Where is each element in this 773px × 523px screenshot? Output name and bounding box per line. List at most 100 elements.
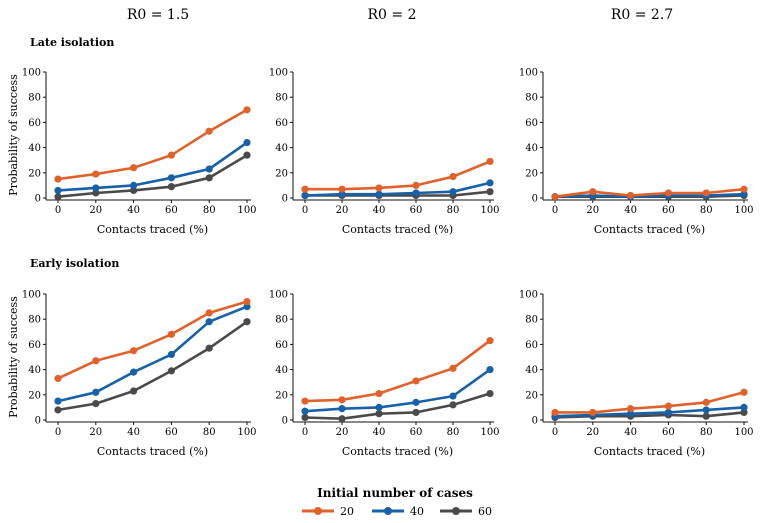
data-point-60 bbox=[54, 193, 62, 201]
y-axis-label-late: Probability of success bbox=[7, 74, 20, 196]
data-point-40 bbox=[301, 191, 309, 200]
y-tick-label: 80 bbox=[28, 93, 41, 104]
data-point-40 bbox=[338, 405, 346, 413]
x-axis-label: Contacts traced (%) bbox=[342, 223, 453, 236]
x-tick-label: 20 bbox=[89, 427, 102, 438]
data-point-20 bbox=[486, 337, 494, 345]
data-point-40 bbox=[130, 368, 138, 376]
data-point-40 bbox=[375, 403, 383, 411]
data-point-40 bbox=[54, 397, 62, 405]
x-tick-label: 20 bbox=[89, 205, 102, 216]
x-tick-label: 40 bbox=[624, 427, 637, 438]
data-point-20 bbox=[551, 193, 559, 201]
panels: 0 20 40 60 80 100 0 20 40 60 80 100 Contacts traced … bbox=[22, 68, 754, 459]
x-tick-label: 100 bbox=[734, 427, 753, 438]
data-point-20 bbox=[205, 309, 213, 317]
legend-label-40: 40 bbox=[410, 505, 424, 518]
x-tick-label: 40 bbox=[624, 205, 637, 216]
data-point-40 bbox=[486, 366, 494, 374]
y-tick-label: 40 bbox=[525, 143, 538, 154]
y-tick-label: 0 bbox=[282, 416, 288, 427]
legend-marker-60 bbox=[452, 507, 460, 515]
data-point-20 bbox=[243, 297, 251, 306]
data-point-60 bbox=[486, 389, 494, 398]
y-tick-label: 80 bbox=[275, 93, 288, 104]
data-point-20 bbox=[375, 389, 383, 398]
y-tick-label: 60 bbox=[275, 118, 288, 129]
x-tick-label: 20 bbox=[586, 205, 599, 216]
y-tick-label: 20 bbox=[28, 390, 41, 401]
series-line-20 bbox=[57, 108, 248, 181]
y-tick-label: 0 bbox=[532, 194, 538, 205]
y-tick-label: 0 bbox=[35, 416, 41, 427]
data-point-60 bbox=[167, 367, 175, 375]
y-tick-label: 20 bbox=[275, 168, 288, 179]
x-tick-label: 100 bbox=[480, 205, 499, 216]
data-point-60 bbox=[449, 401, 457, 409]
legend-title: Initial number of cases bbox=[317, 486, 473, 500]
y-tick-label: 20 bbox=[28, 168, 41, 179]
data-point-60 bbox=[702, 412, 710, 420]
data-point-20 bbox=[740, 388, 748, 396]
data-point-20 bbox=[301, 397, 309, 405]
data-point-40 bbox=[205, 165, 213, 173]
x-tick-label: 80 bbox=[447, 427, 460, 438]
x-tick-label: 40 bbox=[127, 205, 140, 216]
data-point-40 bbox=[375, 190, 383, 198]
series-line-60 bbox=[57, 320, 248, 412]
x-tick-label: 40 bbox=[373, 205, 386, 216]
panel-early-r0-2-7: 0 20 40 60 80 100 0 20 40 60 80 100 Contacts traced … bbox=[519, 290, 754, 459]
y-tick-label: 100 bbox=[269, 290, 288, 301]
data-point-20 bbox=[167, 151, 175, 159]
series-line-20 bbox=[305, 160, 491, 191]
series-line-40 bbox=[304, 368, 491, 413]
data-point-40 bbox=[130, 181, 138, 189]
data-point-40 bbox=[449, 392, 457, 400]
series-line-20 bbox=[57, 300, 248, 380]
data-point-60 bbox=[338, 415, 346, 423]
data-point-20 bbox=[627, 405, 635, 413]
data-point-20 bbox=[205, 127, 213, 135]
y-tick-label: 40 bbox=[28, 143, 41, 154]
y-tick-label: 40 bbox=[275, 365, 288, 376]
x-tick-label: 60 bbox=[165, 427, 178, 438]
panel-early-r0-2: 0 20 40 60 80 100 0 20 40 60 80 100 Contacts traced … bbox=[269, 290, 500, 459]
y-tick-label: 20 bbox=[275, 390, 288, 401]
y-tick-label: 40 bbox=[28, 365, 41, 376]
column-title-r0-2-7: R0 = 2.7 bbox=[611, 7, 673, 23]
y-tick-label: 20 bbox=[525, 390, 538, 401]
y-tick-label: 40 bbox=[275, 143, 288, 154]
panel-late-r0-1-5: 0 20 40 60 80 100 0 20 40 60 80 100 Contacts traced … bbox=[22, 68, 257, 237]
y-tick-label: 60 bbox=[28, 340, 41, 351]
data-point-60 bbox=[412, 408, 420, 417]
y-tick-label: 100 bbox=[519, 68, 538, 79]
data-point-40 bbox=[167, 350, 175, 359]
data-point-20 bbox=[167, 330, 175, 338]
data-point-60 bbox=[130, 387, 138, 395]
data-point-20 bbox=[627, 191, 635, 200]
data-point-60 bbox=[375, 410, 383, 418]
data-point-20 bbox=[243, 106, 251, 114]
series-line-60 bbox=[57, 154, 248, 198]
y-tick-label: 80 bbox=[275, 315, 288, 326]
y-tick-label: 80 bbox=[525, 315, 538, 326]
data-point-40 bbox=[412, 398, 420, 406]
column-title-r0-2: R0 = 2 bbox=[368, 7, 417, 23]
data-point-20 bbox=[449, 364, 457, 372]
series-line-40 bbox=[57, 141, 248, 192]
x-tick-label: 40 bbox=[127, 427, 140, 438]
legend-item-20: 20 bbox=[302, 505, 354, 518]
x-tick-label: 60 bbox=[662, 427, 675, 438]
panel-late-r0-2: 0 20 40 60 80 100 0 20 40 60 80 100 Contacts traced … bbox=[269, 68, 500, 237]
y-tick-label: 100 bbox=[22, 68, 41, 79]
row-title-late-isolation: Late isolation bbox=[30, 36, 114, 49]
x-axis-label: Contacts traced (%) bbox=[594, 223, 705, 236]
x-tick-label: 0 bbox=[552, 427, 558, 438]
x-tick-label: 20 bbox=[586, 427, 599, 438]
data-point-20 bbox=[375, 184, 383, 192]
series-line-20 bbox=[555, 391, 745, 414]
series-line-20 bbox=[554, 187, 745, 198]
series-line-20 bbox=[304, 339, 491, 403]
series-line-40 bbox=[554, 406, 745, 418]
